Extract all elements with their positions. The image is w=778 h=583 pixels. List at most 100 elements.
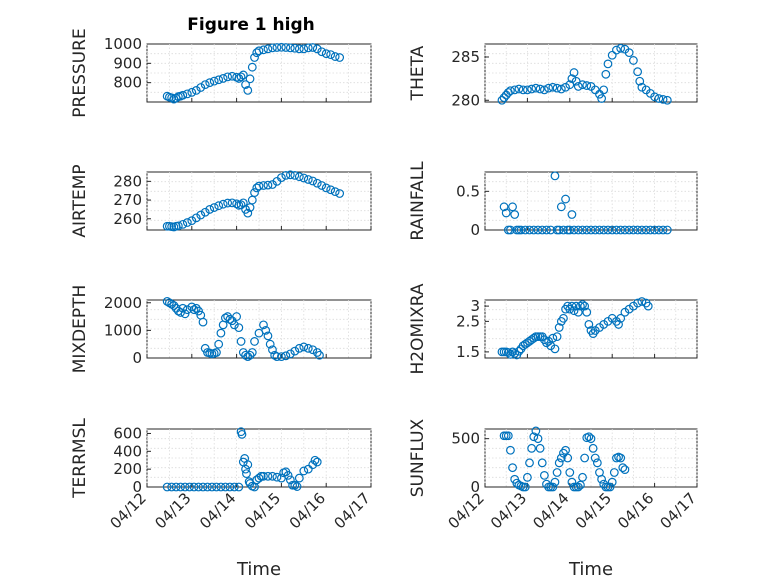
data-point (182, 218, 192, 227)
data-point (270, 350, 280, 360)
data-point (308, 345, 318, 355)
data-point (243, 85, 253, 95)
data-point (335, 53, 345, 62)
data-point (506, 349, 515, 359)
data-point (223, 72, 233, 82)
data-point (317, 181, 327, 190)
data-point (214, 339, 224, 349)
data-point (529, 225, 539, 235)
x-tick-label: 04/16 (286, 489, 329, 532)
data-point (565, 225, 575, 235)
data-point (582, 81, 592, 90)
data-point (629, 56, 638, 65)
data-point (539, 471, 549, 480)
data-point (277, 173, 286, 183)
data-point (531, 426, 541, 436)
data-point (321, 49, 331, 59)
data-point (250, 337, 259, 346)
data-point (582, 307, 592, 317)
data-point (554, 225, 564, 235)
data-point (236, 337, 246, 346)
data-point (501, 208, 511, 218)
data-point (561, 82, 570, 92)
data-point (162, 221, 172, 231)
data-point (584, 432, 594, 442)
data-point (321, 183, 331, 193)
data-point (552, 332, 562, 342)
data-point (281, 170, 291, 180)
data-point (578, 80, 587, 90)
data-point (294, 172, 304, 182)
data-point (599, 85, 609, 95)
data-point (531, 83, 541, 93)
y-tick-label: 800 (113, 74, 142, 92)
data-point (245, 350, 255, 360)
y-tick-label: 0 (470, 221, 480, 239)
data-point (214, 201, 224, 211)
data-point (569, 306, 579, 316)
data-point (552, 468, 562, 477)
y-tick-label: 600 (113, 424, 142, 442)
data-point (285, 43, 295, 53)
x-tick-label: 04/13 (151, 489, 194, 532)
x-tick-label: 04/17 (657, 489, 700, 532)
data-point (643, 301, 653, 311)
data-point (236, 72, 246, 82)
data-point (189, 482, 199, 492)
x-tick-label: 04/14 (529, 489, 572, 532)
data-point (180, 482, 190, 492)
data-point (241, 80, 250, 89)
data-point (234, 482, 244, 492)
data-point (303, 343, 313, 353)
y-tick-label: 1000 (104, 321, 142, 339)
data-point (317, 47, 327, 57)
data-point (277, 42, 286, 52)
data-point (191, 85, 201, 95)
data-point (616, 225, 626, 235)
data-point (529, 432, 539, 442)
x-tick-label: 04/15 (572, 489, 615, 532)
data-point (191, 213, 201, 223)
y-tick-label: 2000 (104, 294, 142, 312)
data-point (180, 309, 190, 319)
data-point (205, 205, 215, 214)
data-point (203, 482, 212, 492)
data-point (290, 346, 300, 356)
data-point (580, 301, 590, 311)
data-point (254, 46, 264, 56)
data-point (259, 320, 268, 330)
data-point (550, 171, 560, 181)
data-point (605, 482, 615, 492)
data-point (650, 92, 659, 102)
data-point (554, 458, 564, 468)
data-point (592, 458, 602, 468)
y-axis-label: SUNFLUX (408, 418, 428, 497)
data-point (176, 482, 186, 492)
data-point (561, 194, 570, 204)
data-point (283, 471, 293, 480)
data-point (209, 76, 219, 86)
data-point (633, 225, 643, 235)
data-point (542, 225, 551, 235)
data-point (510, 85, 520, 95)
data-point (281, 43, 291, 52)
data-point (171, 482, 181, 492)
data-point (250, 53, 259, 62)
data-point (229, 482, 239, 492)
data-point (552, 83, 562, 93)
data-point (499, 202, 509, 212)
data-point (614, 320, 623, 329)
data-point (290, 170, 300, 180)
data-point (567, 210, 577, 219)
y-tick-label: 0 (132, 349, 142, 367)
data-point (607, 50, 617, 60)
data-point (633, 67, 643, 77)
data-point (315, 350, 324, 360)
data-point (200, 343, 210, 353)
data-point (637, 82, 647, 92)
x-tick-label: 04/15 (241, 489, 284, 532)
data-point (559, 313, 568, 323)
data-point (569, 68, 579, 77)
data-point (571, 301, 581, 311)
